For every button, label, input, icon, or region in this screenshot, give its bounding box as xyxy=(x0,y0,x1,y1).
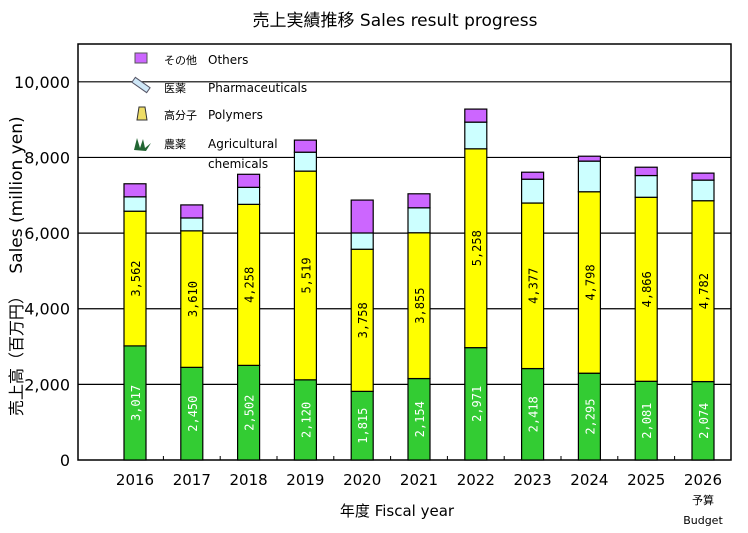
budget-note-jp: 予算 xyxy=(692,493,714,507)
plot-frame xyxy=(77,43,732,461)
legend-label-jp: 医薬 xyxy=(164,82,186,95)
data-label: 2,074 xyxy=(697,403,711,439)
x-tick-label: 2026 xyxy=(684,471,722,489)
data-label: 4,866 xyxy=(640,271,654,307)
y-tick-label: 6,000 xyxy=(24,224,70,243)
y-axis-label-en: Sales (million yen) xyxy=(7,116,27,273)
data-label: 2,295 xyxy=(583,399,597,435)
bar-segment-pharmaceuticals xyxy=(123,196,147,212)
syringe-icon xyxy=(131,76,151,94)
chart-title: 売上実績推移 Sales result progress xyxy=(253,11,538,31)
data-label: 4,782 xyxy=(697,273,711,309)
bar-segment-others xyxy=(520,171,545,180)
data-label: 4,798 xyxy=(583,264,597,300)
data-label: 2,502 xyxy=(243,395,257,431)
bar-segment-others xyxy=(634,166,658,177)
bar-segment-pharmaceuticals xyxy=(237,186,261,205)
data-label: 3,562 xyxy=(129,260,143,296)
data-label: 3,758 xyxy=(356,302,370,338)
bar-segment-pharmaceuticals xyxy=(634,174,658,198)
data-label: 5,519 xyxy=(299,257,313,293)
bar-segment-pharmaceuticals xyxy=(464,121,488,150)
legend-label-en: Pharmaceuticals xyxy=(208,81,307,95)
data-label: 1,815 xyxy=(356,408,370,444)
x-axis-label: 年度 Fiscal year xyxy=(340,502,455,520)
x-tick-label: 2023 xyxy=(514,471,552,489)
bar-segment-others xyxy=(407,193,431,209)
bar-segment-others xyxy=(464,108,488,123)
x-tick-label: 2024 xyxy=(570,471,608,489)
data-label: 2,154 xyxy=(413,401,427,437)
legend-label-en: Agricultural xyxy=(208,137,278,151)
bar-segment-pharmaceuticals xyxy=(577,160,602,193)
data-label: 3,855 xyxy=(413,288,427,324)
x-tick-label: 2018 xyxy=(230,471,268,489)
bar-segment-pharmaceuticals xyxy=(293,151,317,172)
y-tick-label: 0 xyxy=(60,451,70,470)
data-label: 2,081 xyxy=(640,403,654,439)
bar-segment-pharmaceuticals xyxy=(520,178,545,204)
bar-segment-others xyxy=(237,173,261,188)
x-tick-label: 2022 xyxy=(457,471,495,489)
others-square-icon xyxy=(134,52,148,64)
y-tick-label: 10,000 xyxy=(14,73,70,92)
x-tick-label: 2021 xyxy=(400,471,438,489)
x-tick-label: 2025 xyxy=(627,471,665,489)
y-tick-label: 4,000 xyxy=(24,300,70,319)
data-label: 2,971 xyxy=(470,386,484,422)
x-tick-label: 2020 xyxy=(343,471,381,489)
data-label: 4,258 xyxy=(243,267,257,303)
bar-segment-pharmaceuticals xyxy=(691,179,715,202)
y-tick-label: 8,000 xyxy=(24,148,70,167)
legend-label-en-cont: chemicals xyxy=(208,157,268,171)
x-tick-label: 2017 xyxy=(173,471,211,489)
legend-label-en: Polymers xyxy=(208,108,263,122)
x-tick-label: 2019 xyxy=(286,471,324,489)
y-axis-label-jp: 売上高（百万円） xyxy=(7,288,26,416)
data-label: 2,450 xyxy=(186,396,200,432)
bar-segment-others xyxy=(180,204,204,219)
bar-segment-others xyxy=(123,183,147,198)
bar-segment-others xyxy=(350,199,374,234)
legend-label-jp: 高分子 xyxy=(164,108,197,122)
polymer-spool-icon xyxy=(136,106,148,121)
data-label: 2,120 xyxy=(299,402,313,438)
x-tick-label: 2016 xyxy=(116,471,154,489)
y-tick-label: 2,000 xyxy=(24,375,70,394)
data-label: 3,017 xyxy=(129,385,143,421)
bar-segment-others xyxy=(577,155,602,162)
legend-label-en: Others xyxy=(208,53,248,67)
bar-segment-others xyxy=(691,172,715,181)
legend-label-jp: その他 xyxy=(164,54,197,67)
data-label: 2,418 xyxy=(527,396,541,432)
bar-segment-pharmaceuticals xyxy=(180,217,204,232)
bar-segment-pharmaceuticals xyxy=(407,207,431,234)
data-label: 5,258 xyxy=(470,230,484,266)
bar-segment-others xyxy=(293,139,317,153)
bar-segment-pharmaceuticals xyxy=(350,232,374,250)
data-label: 4,377 xyxy=(527,268,541,304)
budget-note-en: Budget xyxy=(683,514,723,527)
data-label: 3,610 xyxy=(186,281,200,317)
legend-label-jp: 農薬 xyxy=(164,137,186,151)
plant-icon xyxy=(134,138,151,151)
